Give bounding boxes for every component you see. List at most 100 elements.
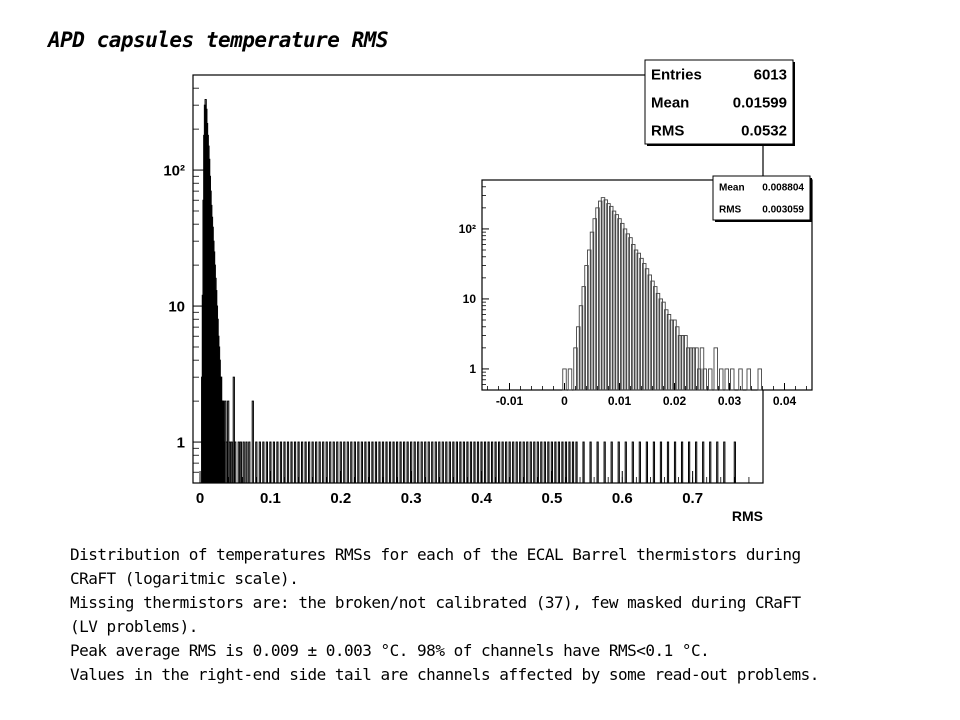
stats-value: 0.0532 xyxy=(741,122,787,139)
histogram-bin xyxy=(322,441,325,484)
histogram-bin xyxy=(603,199,608,391)
stats-label: RMS xyxy=(719,205,742,216)
histogram-bin xyxy=(441,441,444,484)
x-tick-label: 0.01 xyxy=(608,394,632,408)
histogram-bin xyxy=(636,252,641,391)
histogram-bin xyxy=(724,368,729,391)
histogram-bin xyxy=(239,441,242,484)
histogram-bin xyxy=(691,347,696,391)
histogram-bin xyxy=(245,441,248,484)
y-tick-label: 1 xyxy=(469,362,476,376)
histogram-bin xyxy=(680,335,685,391)
histogram-bin xyxy=(462,441,466,484)
histogram-bin xyxy=(596,441,599,484)
caption-line: Values in the right-end side tail are ch… xyxy=(70,665,819,684)
stats-value: 0.008804 xyxy=(762,183,804,194)
histogram-bin xyxy=(406,441,409,484)
histogram-bin xyxy=(308,441,311,484)
histogram-bin xyxy=(557,441,561,484)
histogram-bin xyxy=(680,441,684,484)
histogram-bin xyxy=(669,319,674,391)
histogram-bin xyxy=(757,368,762,391)
histogram-bin xyxy=(417,441,420,484)
histogram-bin xyxy=(469,441,473,484)
caption-line: Missing thermistors are: the broken/not … xyxy=(70,593,801,612)
histogram-bin xyxy=(374,441,378,484)
histogram-bin xyxy=(318,441,321,484)
histogram-bin xyxy=(448,441,451,484)
histogram-bin xyxy=(529,441,532,484)
histogram-bin xyxy=(364,441,367,484)
caption-line: (LV problems). xyxy=(70,617,198,636)
histogram-bin xyxy=(716,441,719,484)
histogram-bin xyxy=(620,222,625,391)
histogram-bin xyxy=(505,441,508,484)
histogram-bin xyxy=(581,286,586,391)
histogram-bin xyxy=(279,441,283,484)
histogram-bin xyxy=(702,368,707,391)
histogram-bin xyxy=(540,441,543,484)
histogram-bin xyxy=(336,441,339,484)
stats-value: 0.003059 xyxy=(762,205,804,216)
histogram-bin xyxy=(655,292,661,391)
histogram-bin xyxy=(519,441,522,484)
histogram-bin xyxy=(659,441,663,484)
histogram-bin xyxy=(652,441,656,484)
y-tick-label: 10² xyxy=(459,222,476,236)
histogram-bin xyxy=(476,441,480,484)
histogram-bin xyxy=(420,441,423,484)
histogram-bin xyxy=(543,441,546,484)
x-tick-label: 0 xyxy=(196,490,204,507)
histogram-bin xyxy=(230,441,233,484)
histogram-bin xyxy=(664,309,669,391)
histogram-bin xyxy=(587,249,592,391)
histogram-bin xyxy=(237,441,240,484)
caption-line: Peak average RMS is 0.009 ± 0.003 °C. 98… xyxy=(70,641,710,660)
histogram-bin xyxy=(625,233,630,391)
histogram-bin xyxy=(276,441,279,484)
histogram-bin xyxy=(315,441,318,484)
histogram-bin xyxy=(600,197,606,391)
histogram-bin xyxy=(512,441,515,484)
histogram-bin xyxy=(576,326,581,391)
histogram-bin xyxy=(427,441,430,484)
x-tick-label: 0.7 xyxy=(682,490,703,507)
x-tick-label: 0 xyxy=(561,394,568,408)
histogram-bin xyxy=(624,441,627,484)
histogram-bin xyxy=(746,368,751,391)
histogram-bin xyxy=(360,441,363,484)
histogram-bin xyxy=(251,400,254,484)
histogram-bin xyxy=(300,441,304,484)
histogram-bin xyxy=(388,441,392,484)
histogram-bin xyxy=(567,368,573,391)
histogram-bin xyxy=(675,326,680,391)
x-tick-label: 0.03 xyxy=(718,394,742,408)
histogram-bin xyxy=(571,441,575,484)
histogram-bin xyxy=(413,441,416,484)
x-tick-label: 0.5 xyxy=(541,490,562,507)
x-axis-title: RMS xyxy=(732,508,763,524)
stats-label: RMS xyxy=(651,122,684,139)
y-tick-label: 10² xyxy=(163,162,185,179)
histogram-bin xyxy=(713,347,718,391)
histogram-bin xyxy=(673,441,677,484)
histogram-bin xyxy=(592,218,597,391)
histogram-bin xyxy=(589,231,595,391)
histogram-bin xyxy=(578,305,584,391)
histogram-bin xyxy=(598,200,603,391)
histogram-bin xyxy=(666,314,672,391)
histogram-bin xyxy=(582,441,585,484)
histogram-bin xyxy=(262,441,265,484)
histogram-bin xyxy=(487,441,490,484)
histogram-bin xyxy=(332,441,335,484)
histogram-bin xyxy=(547,441,550,484)
histogram-bin xyxy=(455,441,458,484)
histogram-bin xyxy=(688,441,691,484)
histogram-bin xyxy=(304,441,307,484)
histogram-bin xyxy=(399,441,402,484)
histogram-bin xyxy=(242,441,245,484)
stats-value: 6013 xyxy=(754,66,787,83)
histogram-bin xyxy=(568,441,571,484)
y-tick-label: 10 xyxy=(168,298,185,315)
stats-value: 0.01599 xyxy=(733,94,787,111)
